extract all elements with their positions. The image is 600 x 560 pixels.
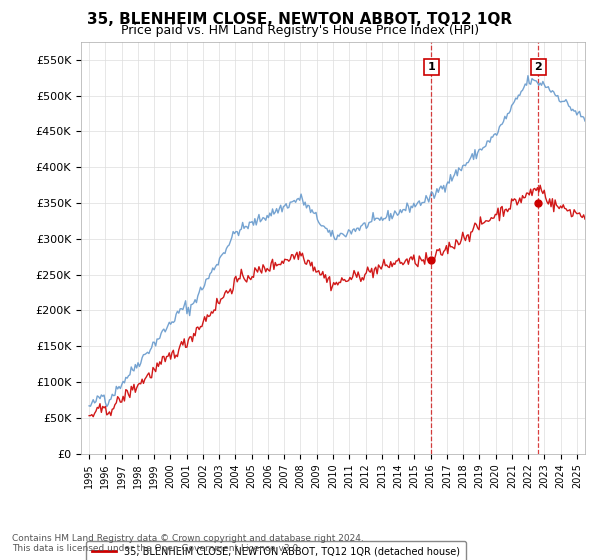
Text: 2: 2 — [535, 62, 542, 72]
Text: 35, BLENHEIM CLOSE, NEWTON ABBOT, TQ12 1QR: 35, BLENHEIM CLOSE, NEWTON ABBOT, TQ12 1… — [88, 12, 512, 27]
Text: 1: 1 — [428, 62, 436, 72]
Legend: 35, BLENHEIM CLOSE, NEWTON ABBOT, TQ12 1QR (detached house), HPI: Average price,: 35, BLENHEIM CLOSE, NEWTON ABBOT, TQ12 1… — [86, 541, 466, 560]
Text: Price paid vs. HM Land Registry's House Price Index (HPI): Price paid vs. HM Land Registry's House … — [121, 24, 479, 37]
Text: Contains HM Land Registry data © Crown copyright and database right 2024.
This d: Contains HM Land Registry data © Crown c… — [12, 534, 364, 553]
